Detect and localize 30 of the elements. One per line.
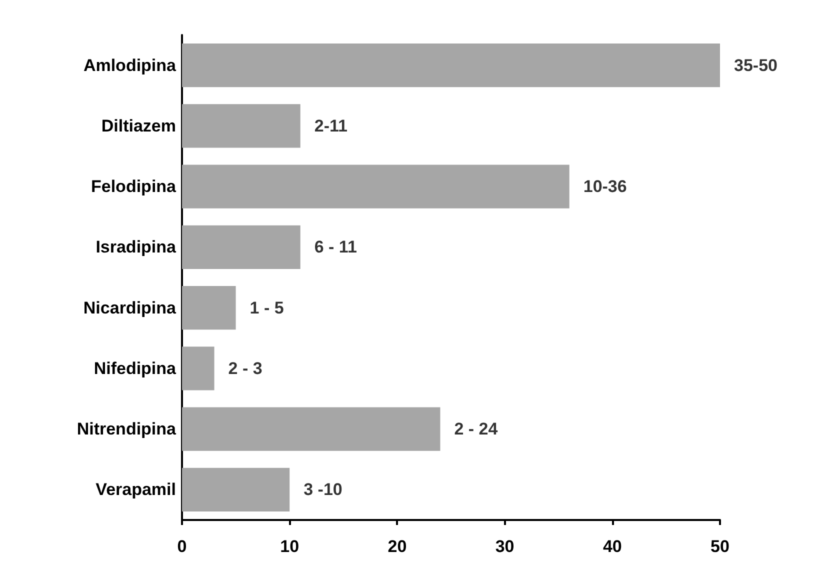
bar: [182, 286, 236, 330]
x-tick-label: 0: [177, 537, 187, 556]
x-tick-label: 20: [388, 537, 407, 556]
x-tick-label: 30: [495, 537, 514, 556]
y-tick-label: Felodipina: [91, 177, 177, 196]
y-tick-label: Nicardipina: [83, 298, 177, 318]
x-tick-label: 10: [280, 537, 300, 556]
bar: [182, 468, 290, 512]
annotation: 3 -10: [304, 480, 342, 500]
y-tick-label: Isradipina: [96, 238, 177, 257]
bar: [182, 346, 214, 390]
annotation: 2-11: [314, 116, 348, 136]
bar: [182, 164, 570, 208]
x-tick-label: 50: [710, 537, 730, 556]
bar: [182, 104, 300, 148]
annotation: 2 - 3: [228, 358, 262, 378]
annotation: 1 - 5: [250, 298, 284, 318]
y-tick-label: Amlodipina: [83, 56, 177, 75]
bar: [182, 225, 300, 270]
annotation: 10-36: [583, 177, 627, 196]
bar: [182, 43, 720, 88]
x-tick-label: 40: [602, 537, 622, 556]
annotation: 2 - 24: [454, 420, 498, 439]
bar: [182, 407, 440, 451]
y-tick-label: Verapamil: [96, 480, 176, 500]
y-tick-label: Nitrendipina: [76, 420, 177, 439]
annotation: 6 - 11: [314, 238, 357, 257]
y-tick-label: Nifedipina: [94, 358, 177, 378]
y-tick-label: Diltiazem: [101, 116, 176, 136]
annotation: 35-50: [734, 56, 778, 75]
